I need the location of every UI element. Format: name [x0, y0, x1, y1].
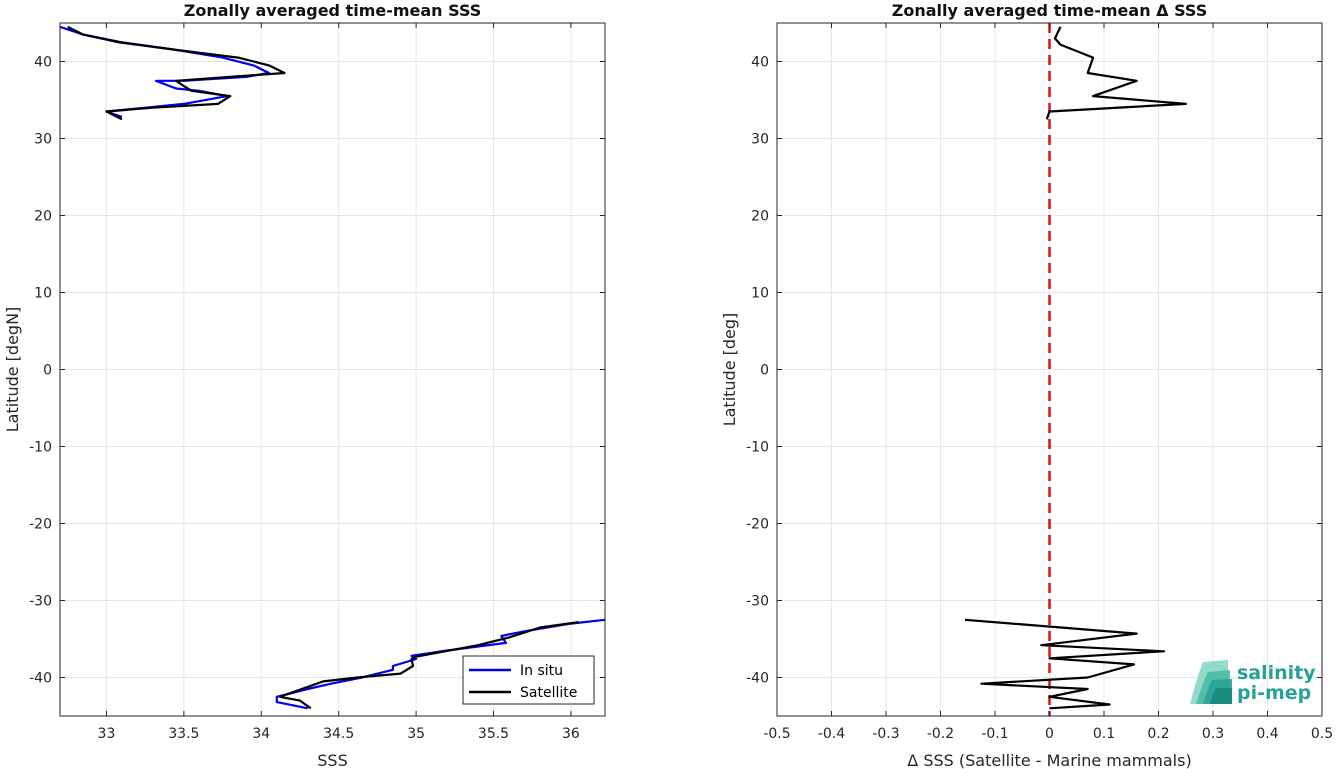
y-tick-label: 10 — [751, 286, 769, 302]
x-tick-label: -0.1 — [981, 726, 1008, 742]
x-tick-label: 34 — [252, 726, 270, 742]
x-tick-label: -0.4 — [818, 726, 845, 742]
x-axis-label: SSS — [317, 751, 347, 769]
x-tick-label: 33 — [98, 726, 116, 742]
y-axis-label: Latitude [degN] — [3, 307, 22, 433]
x-tick-label: 0.2 — [1147, 726, 1169, 742]
y-tick-label: -20 — [29, 517, 52, 533]
chart-title: Zonally averaged time-mean Δ SSS — [892, 1, 1208, 20]
x-tick-label: 0.3 — [1202, 726, 1224, 742]
y-tick-label: 0 — [760, 363, 769, 379]
logo-line2: pi-mep — [1237, 682, 1311, 704]
legend-label: In situ — [520, 663, 563, 679]
y-tick-label: -20 — [746, 517, 769, 533]
x-tick-label: 35 — [407, 726, 425, 742]
y-tick-label: 20 — [751, 209, 769, 225]
delta-sss-series-line — [1045, 26, 1187, 120]
x-tick-label: -0.5 — [763, 726, 790, 742]
y-tick-label: -10 — [746, 440, 769, 456]
x-tick-label: 0.1 — [1093, 726, 1115, 742]
y-tick-label: 30 — [34, 132, 52, 148]
logo-line1: salinity — [1237, 662, 1316, 684]
y-tick-label: 10 — [34, 286, 52, 302]
waves-icon — [1190, 660, 1232, 704]
x-tick-label: 0 — [1045, 726, 1054, 742]
y-tick-label: -30 — [746, 594, 769, 610]
x-tick-label: 0.4 — [1256, 726, 1278, 742]
satellite-series-line — [278, 621, 579, 710]
y-tick-label: -30 — [29, 594, 52, 610]
y-tick-label: 0 — [43, 363, 52, 379]
sss-panel: 33 33.5 34 34.5 35 35.5 36 -40 -30 -20 -10 0 10 20 30 4… — [3, 1, 606, 769]
y-tick-label: -40 — [29, 671, 52, 687]
x-axis-label: Δ SSS (Satellite - Marine mammals) — [907, 751, 1191, 769]
delta-sss-series-line — [964, 618, 1166, 710]
chart-title: Zonally averaged time-mean SSS — [184, 1, 482, 20]
x-tick-label: 36 — [562, 726, 580, 742]
x-tick-label: 0.5 — [1311, 726, 1333, 742]
y-tick-label: -10 — [29, 440, 52, 456]
in-situ-series-line — [60, 25, 271, 118]
satellite-series-line — [67, 25, 286, 121]
legend: In situ Satellite — [462, 655, 595, 705]
delta-sss-panel: -0.5 -0.4 -0.3 -0.2 -0.1 0 0.1 0.2 0.3 0.4 0.5 -40 -… — [720, 1, 1333, 769]
y-tick-label: 40 — [751, 55, 769, 71]
x-tick-label: 34.5 — [323, 726, 354, 742]
x-tick-label: -0.2 — [927, 726, 954, 742]
x-tick-label: 33.5 — [168, 726, 199, 742]
x-tick-label: 35.5 — [478, 726, 509, 742]
y-tick-label: -40 — [746, 671, 769, 687]
y-tick-label: 40 — [34, 55, 52, 71]
y-tick-label: 20 — [34, 209, 52, 225]
legend-box — [462, 655, 595, 705]
legend-label: Satellite — [520, 685, 577, 701]
x-tick-label: -0.3 — [872, 726, 899, 742]
salinity-pi-mep-logo: salinity pi-mep — [1190, 660, 1316, 704]
y-axis-label: Latitude [deg] — [720, 313, 739, 427]
y-tick-label: 30 — [751, 132, 769, 148]
